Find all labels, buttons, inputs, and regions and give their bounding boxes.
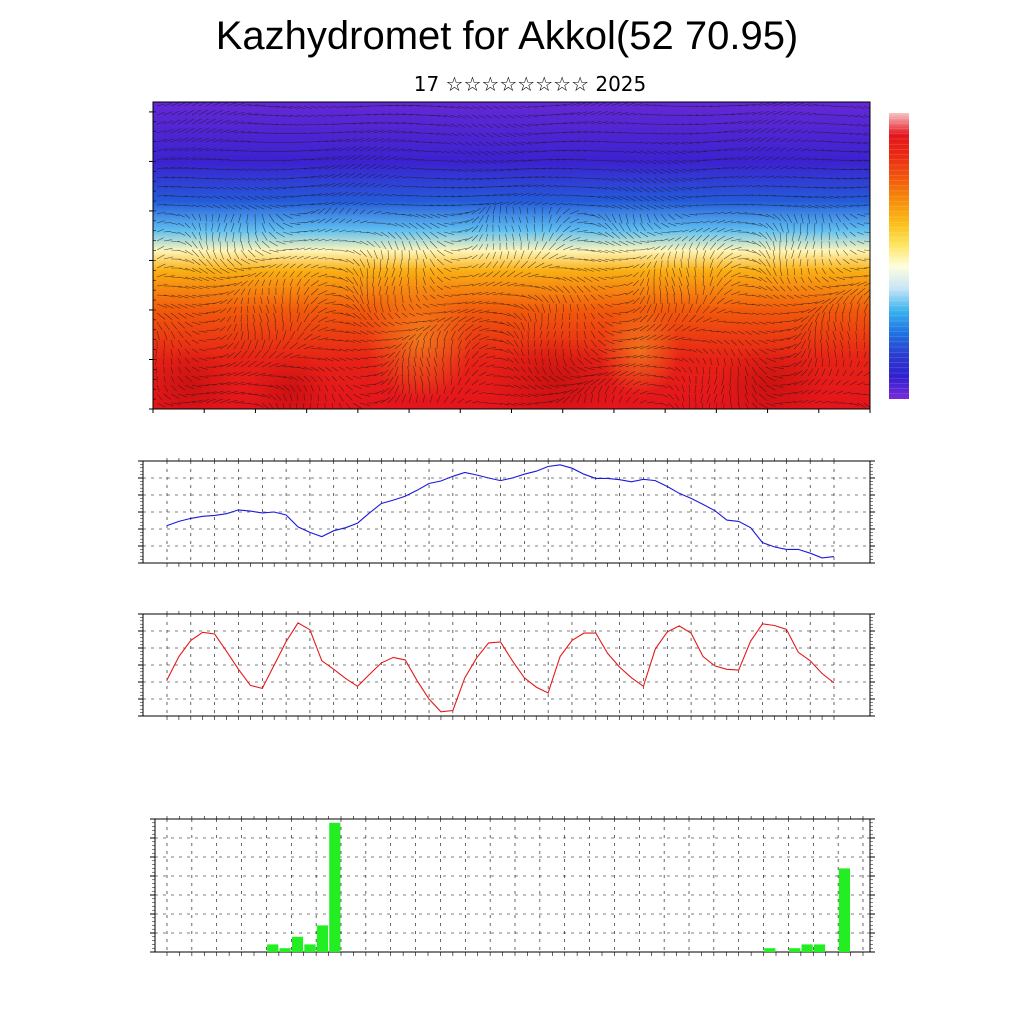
precip-panel <box>150 816 875 956</box>
grid-lines <box>143 613 870 717</box>
precip-bar <box>764 948 776 952</box>
temp2m-line <box>166 622 835 713</box>
precip-bar <box>291 936 304 952</box>
x-minor-ticks <box>166 816 864 956</box>
precip-bar <box>329 822 341 952</box>
precip-bar <box>813 944 826 952</box>
panel-frame <box>154 818 871 953</box>
precip-bar <box>316 925 328 952</box>
precip-bar <box>279 948 291 952</box>
wind-barbs <box>155 102 870 409</box>
precip-bar <box>304 944 316 952</box>
y-minor-ticks <box>140 460 873 564</box>
y-minor-ticks <box>152 818 873 953</box>
x-minor-ticks <box>166 458 835 567</box>
precip-bar <box>801 944 813 952</box>
colorbar-stripes <box>889 117 909 395</box>
precip-bar <box>267 944 279 952</box>
page-title: Kazhydromet for Akkol(52 70.95) <box>215 14 799 58</box>
cross-section-x-axis <box>152 409 871 413</box>
colorbar-gradient <box>889 113 909 399</box>
pmsl-line <box>166 464 835 559</box>
page-subtitle: 17 ☆☆☆☆☆☆☆☆ 2025 <box>413 72 647 96</box>
wind-barb-lines <box>155 102 870 409</box>
cross-section-y-axis <box>149 101 156 410</box>
grid-lines <box>155 818 870 953</box>
precip-bar <box>838 868 850 952</box>
x-minor-ticks <box>166 611 835 720</box>
precip-bar <box>789 948 801 952</box>
temp2m-panel <box>138 611 875 720</box>
colorbar <box>889 113 909 399</box>
y-minor-ticks <box>140 613 873 717</box>
grid-lines <box>143 460 870 564</box>
cross-section-panel <box>149 101 871 413</box>
pmsl-panel <box>138 458 875 567</box>
